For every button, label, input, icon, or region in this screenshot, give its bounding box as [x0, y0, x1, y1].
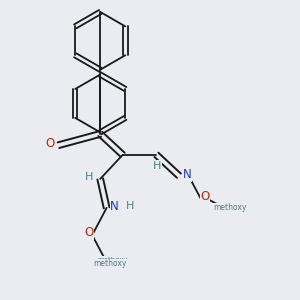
Text: methoxy: methoxy [214, 203, 247, 212]
Text: O: O [84, 226, 94, 239]
Text: H: H [153, 161, 162, 171]
Text: H: H [85, 172, 93, 182]
Text: O: O [201, 190, 210, 203]
Text: O: O [46, 137, 55, 150]
Text: methoxy: methoxy [98, 257, 128, 263]
Text: N: N [110, 200, 119, 213]
Text: N: N [183, 168, 191, 181]
Text: H: H [126, 201, 134, 211]
Text: methoxy: methoxy [93, 260, 127, 268]
